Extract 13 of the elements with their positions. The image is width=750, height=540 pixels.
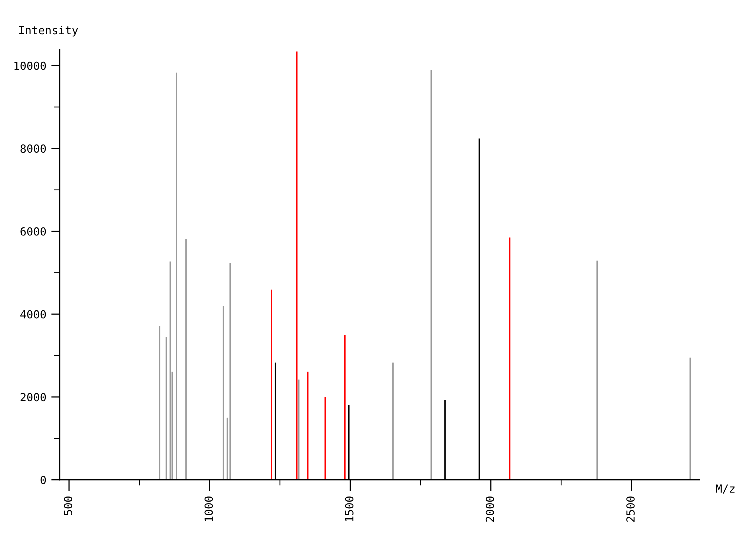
- y-tick-label: 2000: [20, 393, 46, 402]
- x-tick-label: 1500: [345, 496, 354, 522]
- x-tick-label: 2000: [486, 496, 494, 522]
- y-tick-label: 10000: [14, 62, 46, 70]
- y-tick-label: 8000: [20, 144, 46, 154]
- y-axis-title: Intensity: [20, 26, 78, 37]
- x-axis-title: M/z: [716, 484, 735, 494]
- y-tick-label: 4000: [20, 310, 46, 319]
- y-tick-label: 0: [40, 476, 46, 484]
- x-tick-label: 500: [64, 496, 73, 516]
- x-tick-label: 1000: [204, 496, 214, 522]
- y-tick-label: 6000: [20, 228, 46, 236]
- x-tick-label: 2500: [626, 496, 635, 522]
